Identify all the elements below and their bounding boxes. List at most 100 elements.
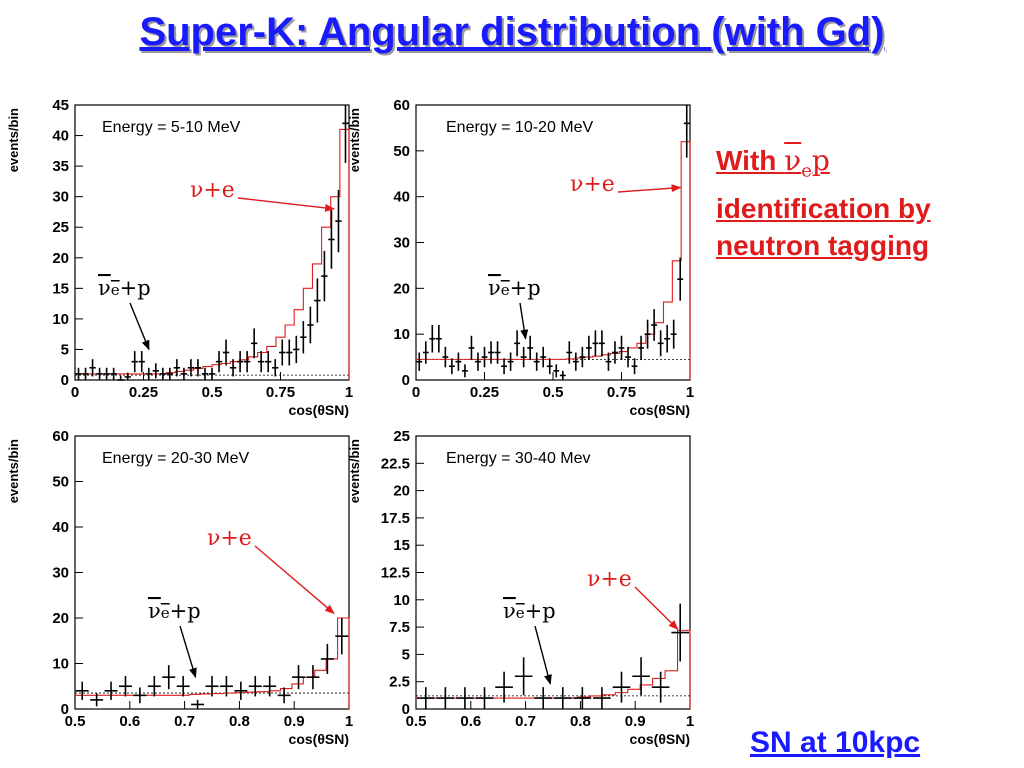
model-histogram [75, 128, 350, 380]
data-point [222, 339, 230, 366]
y-tick-label: 30 [52, 565, 69, 582]
x-tick-label: 0.6 [460, 713, 481, 730]
data-point [300, 321, 307, 354]
energy-label: Energy = 10-20 MeV [446, 119, 594, 136]
data-point [335, 189, 342, 253]
page-title: Super-K: Angular distribution (with Gd) [139, 10, 885, 54]
data-point [534, 687, 553, 709]
x-tick-label: 0.25 [129, 384, 158, 401]
annotation-nubar-p-label: νe+p [503, 599, 556, 623]
energy-label: Energy = 20-30 MeV [102, 450, 250, 467]
data-point [75, 681, 89, 700]
y-tick-label: 60 [393, 97, 410, 114]
data-point [468, 335, 475, 361]
annotation-nu-e-label: ν+e [190, 178, 235, 203]
sn-distance-note: SN at 10kpc [750, 726, 921, 759]
y-axis-label: events/bin [347, 108, 362, 172]
annotation-nubar-suffix: +p [510, 276, 541, 300]
data-point [320, 643, 334, 675]
data-point [442, 346, 449, 368]
data-point [117, 375, 124, 381]
data-point [494, 341, 501, 364]
data-point [328, 210, 335, 269]
data-point [495, 671, 513, 703]
panel-bottom-left: 0 10 20 30 40 50 60 0.5 0.6 0.7 0.8 0.9 1 events/bin c… [6, 428, 353, 747]
data-point [133, 687, 147, 704]
data-point [677, 257, 684, 301]
data-point [644, 319, 651, 349]
data-point [272, 359, 279, 377]
data-point [118, 676, 132, 697]
model-histogram [416, 141, 691, 380]
y-tick-label: 17.5 [381, 510, 410, 527]
y-tick-label: 10 [52, 311, 69, 328]
data-point [618, 335, 625, 361]
data-point [540, 346, 547, 368]
x-tick-label: 0.75 [266, 384, 295, 401]
x-axis-label: cos(θSN) [630, 731, 690, 747]
data-point [436, 687, 455, 709]
y-tick-label: 10 [52, 656, 69, 673]
annotation-nu-e-arrow [617, 184, 682, 193]
data-point [176, 676, 190, 697]
annotation-nubar-p-arrow [129, 302, 150, 351]
data-point [234, 681, 248, 700]
data-point [173, 359, 181, 377]
data-point [631, 358, 638, 375]
x-axis-label: cos(θSN) [289, 402, 349, 418]
x-tick-label: 0.8 [229, 713, 250, 730]
plot-frame [415, 104, 691, 381]
data-point [250, 328, 258, 359]
data-point [219, 676, 233, 697]
data-point [651, 671, 670, 703]
plot-frame [74, 435, 350, 710]
data-point [514, 330, 521, 357]
y-axis-label: events/bin [6, 439, 21, 503]
plot-frame [74, 104, 350, 381]
data-point [166, 367, 174, 380]
data-point [279, 339, 286, 366]
data-point [585, 335, 592, 361]
data-point [592, 330, 599, 357]
data-point [292, 665, 306, 690]
data-point [215, 351, 223, 373]
annotation-nubar-subscript: e [161, 604, 170, 622]
data-point [481, 346, 488, 368]
data-point [124, 372, 131, 380]
data-point [559, 370, 566, 380]
annotation-nubar-symbol: ν [148, 599, 161, 623]
data-point [651, 309, 658, 341]
data-point [152, 363, 159, 379]
data-point [248, 676, 262, 697]
annotation-nubar-suffix: +p [525, 599, 556, 623]
y-tick-label: 15 [393, 537, 410, 554]
y-tick-label: 25 [393, 428, 410, 445]
data-point [572, 352, 579, 371]
data-point [335, 618, 349, 655]
x-tick-label: 1 [345, 384, 353, 401]
data-point [205, 676, 219, 697]
y-tick-label: 20 [52, 610, 69, 627]
data-point [307, 306, 314, 344]
y-tick-label: 20 [52, 250, 69, 267]
data-point [159, 367, 166, 380]
x-tick-label: 1 [686, 713, 694, 730]
data-point [277, 687, 291, 704]
y-tick-label: 20 [393, 280, 410, 297]
y-tick-label: 22.5 [381, 455, 410, 472]
data-point [89, 359, 96, 377]
panel-top-right: 0 10 20 30 40 50 60 0 0.25 0.5 0.75 1 events/bin cos(… [347, 97, 694, 418]
y-tick-label: 0 [402, 372, 410, 389]
annotation-nubar-symbol: ν [488, 276, 501, 300]
annotation-nubar-subscript: e [111, 281, 120, 299]
data-point [605, 352, 612, 371]
annotation-nu-e-arrow [634, 586, 679, 630]
data-point [416, 687, 435, 709]
annotation-nu-e-label: ν+e [207, 526, 252, 551]
data-point [533, 352, 540, 371]
data-point [422, 341, 429, 364]
data-point [456, 687, 474, 709]
annotation-nubar-subscript: e [516, 604, 525, 622]
panel-top-left: 0 5 10 15 20 25 30 35 40 45 0 0.25 0.5 0.75 1 events/bi… [6, 97, 353, 418]
x-tick-label: 0.6 [119, 713, 140, 730]
